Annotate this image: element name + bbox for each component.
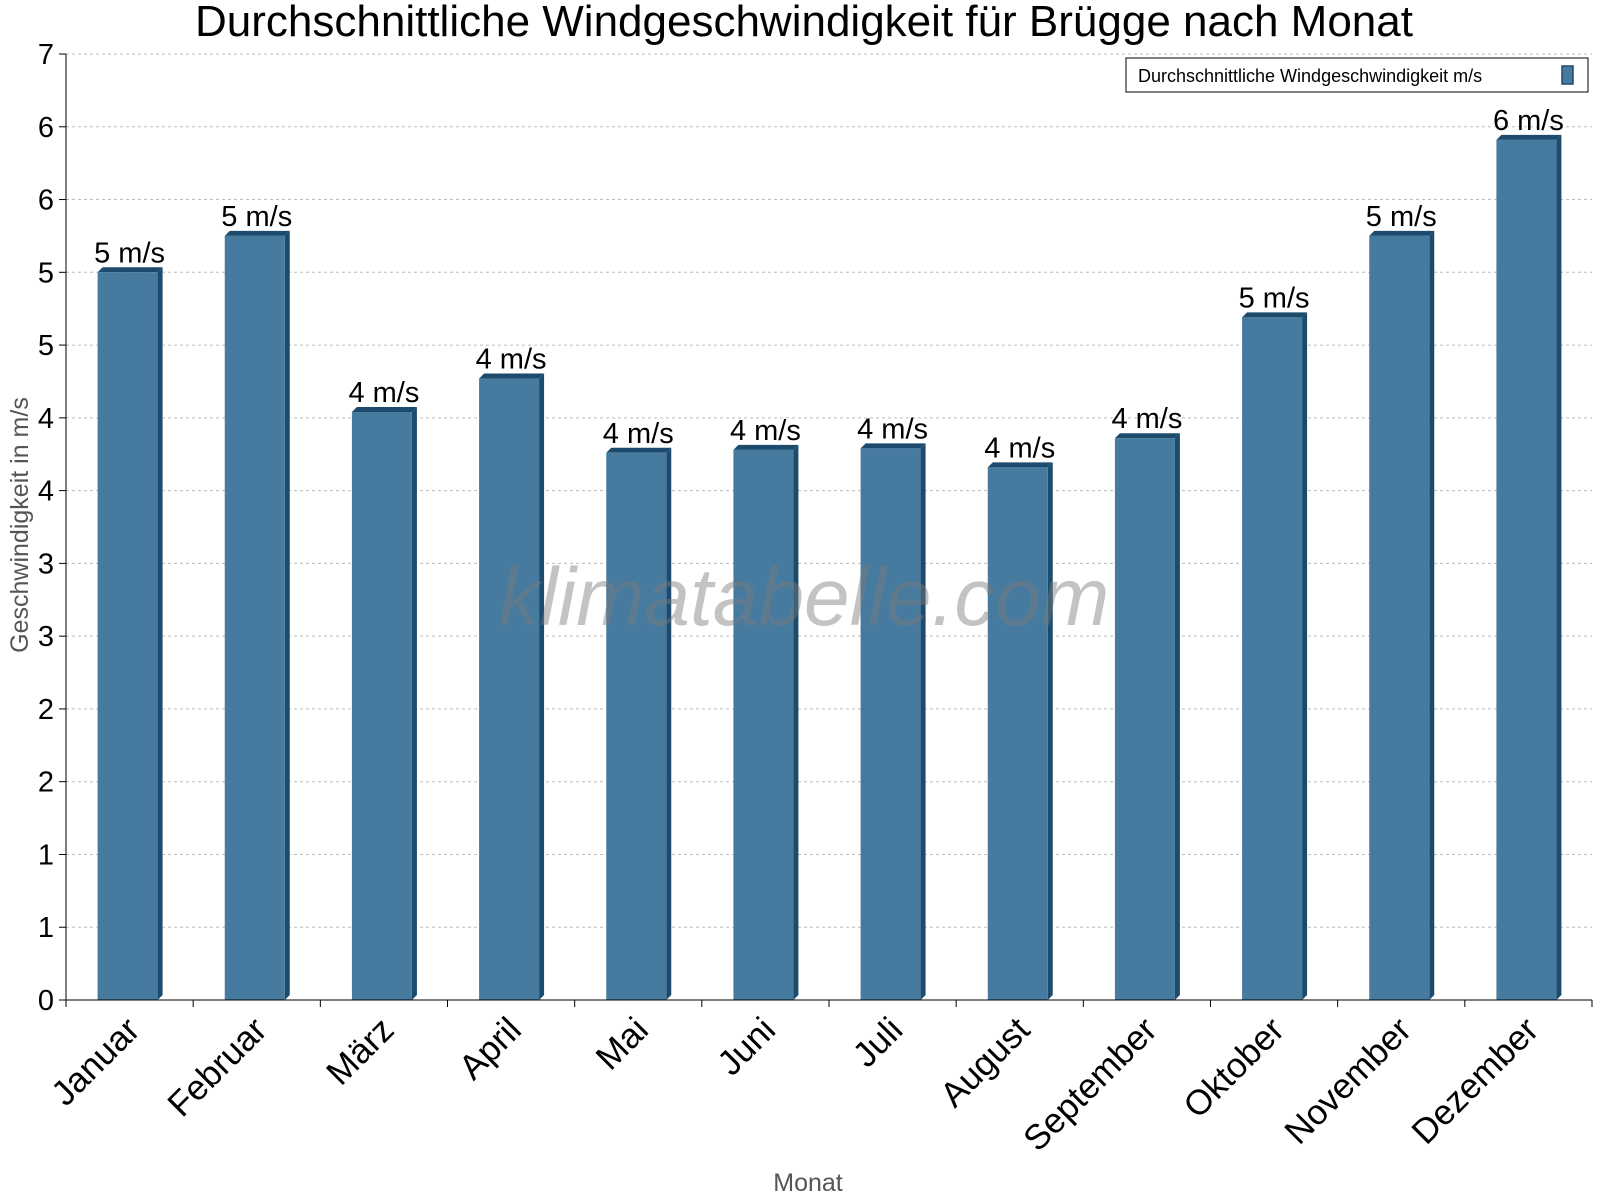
y-tick-label: 0 xyxy=(38,985,54,1017)
bar xyxy=(97,272,158,1000)
grid xyxy=(66,53,1592,928)
data-label: 4 m/s xyxy=(857,413,928,445)
bar-side xyxy=(284,230,290,1000)
bar-top xyxy=(1114,433,1180,439)
bar-side xyxy=(539,373,545,1000)
bar-top xyxy=(224,230,290,236)
x-tick-label: Dezember xyxy=(1404,1010,1546,1152)
x-tick-label: Juni xyxy=(710,1010,783,1083)
x-tick-label: Januar xyxy=(44,1010,147,1113)
bar xyxy=(987,467,1048,1000)
y-tick-label: 3 xyxy=(38,548,54,580)
y-tick-label: 4 xyxy=(38,403,54,435)
legend: Durchschnittliche Windgeschwindigkeit m/… xyxy=(1125,57,1589,93)
y-tick-label: 2 xyxy=(38,767,54,799)
bar xyxy=(606,452,667,1000)
bar-side xyxy=(1047,462,1053,1000)
bar-side xyxy=(1429,230,1435,1000)
bar-top xyxy=(1496,134,1562,140)
x-tick-label: April xyxy=(452,1010,529,1087)
x-tick-label: März xyxy=(319,1010,402,1093)
bar xyxy=(351,412,412,1000)
data-label: 4 m/s xyxy=(1111,403,1182,435)
bar xyxy=(733,449,794,1000)
x-tick-label: November xyxy=(1277,1010,1419,1152)
bar-top xyxy=(97,267,163,273)
x-tick-label: August xyxy=(933,1010,1038,1115)
bar-side xyxy=(157,267,163,1000)
chart-title: Durchschnittliche Windgeschwindigkeit fü… xyxy=(195,0,1413,46)
data-label: 4 m/s xyxy=(476,344,547,376)
bar-top xyxy=(987,462,1053,468)
x-tick-label: September xyxy=(1016,1010,1165,1159)
data-label: 5 m/s xyxy=(1366,201,1437,233)
bar-top xyxy=(606,447,672,453)
y-tick-label: 1 xyxy=(38,912,54,944)
x-tick-label: Juli xyxy=(846,1010,911,1075)
data-label: 5 m/s xyxy=(94,237,165,269)
bar-top xyxy=(479,373,545,379)
x-axis-title: Monat xyxy=(773,1169,843,1197)
legend-swatch xyxy=(1561,65,1574,85)
y-tick-label: 2 xyxy=(38,694,54,726)
legend-box xyxy=(1125,57,1589,93)
x-tick-label: Mai xyxy=(588,1010,655,1077)
bars: 5 m/s 5 m/s 4 m/s 4 m/s 4 m/s 4 m/s 4 m/s 4 m/s… xyxy=(94,105,1564,1001)
y-tick-label: 7 xyxy=(38,39,54,71)
bar xyxy=(479,378,540,1000)
bar-side xyxy=(1302,312,1308,1000)
bar-side xyxy=(666,447,672,1000)
bar-side xyxy=(411,407,417,1000)
bar-top xyxy=(1242,312,1308,318)
data-label: 4 m/s xyxy=(603,418,674,450)
y-tick-label: 5 xyxy=(38,330,54,362)
x-tick-label: Oktober xyxy=(1176,1010,1292,1126)
watermark: klimatabelle.com xyxy=(499,552,1110,643)
data-label: 5 m/s xyxy=(1239,282,1310,314)
bar-side xyxy=(920,443,926,1000)
data-label: 4 m/s xyxy=(730,415,801,447)
bar-side xyxy=(1556,134,1562,1001)
bar xyxy=(1242,317,1303,1000)
bar-top xyxy=(860,443,926,449)
data-label: 4 m/s xyxy=(984,432,1055,464)
bar xyxy=(1496,139,1557,1001)
y-tick-label: 4 xyxy=(38,476,54,508)
data-label: 5 m/s xyxy=(221,201,292,233)
y-tick-label: 5 xyxy=(38,257,54,289)
bar xyxy=(224,235,285,1000)
bar xyxy=(1369,235,1430,1000)
y-tick-label: 1 xyxy=(38,839,54,871)
data-label: 6 m/s xyxy=(1493,105,1564,137)
y-tick-label: 6 xyxy=(38,112,54,144)
legend-label: Durchschnittliche Windgeschwindigkeit m/… xyxy=(1138,66,1482,86)
bar-top xyxy=(733,444,799,450)
y-axis-title: Geschwindigkeit in m/s xyxy=(6,397,34,653)
bar-top xyxy=(351,407,417,413)
bar xyxy=(860,448,921,1000)
x-tick-label: Februar xyxy=(160,1010,274,1124)
data-label: 4 m/s xyxy=(348,377,419,409)
y-tick-label: 3 xyxy=(38,621,54,653)
bar-side xyxy=(1174,433,1180,1000)
bar-top xyxy=(1369,230,1435,236)
bar-side xyxy=(793,444,799,1000)
bar xyxy=(1114,438,1175,1000)
y-tick-label: 6 xyxy=(38,185,54,217)
